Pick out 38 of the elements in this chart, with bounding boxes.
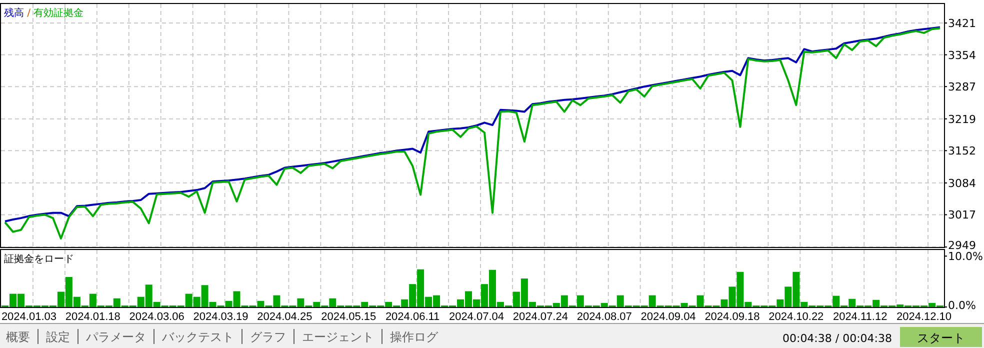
text: 有効証拠金 [34,7,84,19]
text: スタート [917,331,965,345]
x-tick-label: 2024.06.11 [385,311,440,323]
text: エージェント [302,330,374,344]
text: 00:04:38 / 00:04:38 [782,332,892,345]
x-tick-label: 2024.01.03 [1,311,56,323]
x-tick-label: 2024.09.04 [640,311,696,323]
text: グラフ [250,330,286,344]
x-tick-label: 2024.08.07 [576,311,632,323]
x-tick-label: 2024.09.18 [704,311,760,323]
y-tick-label: 10.0% [948,250,983,264]
y-tick-label: 3017 [948,208,976,222]
x-tick-label: 2024.04.25 [257,311,312,323]
y-tick-label: 2949 [948,239,976,252]
annotation: / [24,8,34,19]
x-tick-label: 2024.01.18 [65,311,120,323]
y-tick-label: 3219 [948,112,976,126]
y-tick-label: 3287 [948,80,976,94]
x-tick-label: 2024.10.22 [768,311,824,323]
y-tick-label: 3152 [948,144,976,158]
y-tick-label: 3084 [948,176,976,190]
y-tick-label: 3421 [948,16,976,30]
y-tick-label: 0.0% [948,299,976,312]
text: 操作ログ [390,330,439,344]
y-tick-label: 3354 [948,48,976,62]
text: 設定 [46,330,70,344]
x-tick-label: 2024.07.24 [512,311,568,323]
text: 概要 [6,330,30,344]
chart-title: 証拠金をロード [4,253,74,265]
x-tick-label: 2024.03.19 [193,311,248,323]
x-tick-label: 2024.03.06 [129,311,184,323]
x-tick-label: 2024.11.12 [832,311,888,323]
x-tick-label: 2024.07.04 [448,311,504,323]
x-tick-label: 2024.05.15 [321,311,376,323]
text: バックテスト [161,330,234,344]
text: 残高 [4,7,24,19]
x-tick-label: 2024.12.10 [896,311,952,323]
text: パラメータ [85,330,146,344]
